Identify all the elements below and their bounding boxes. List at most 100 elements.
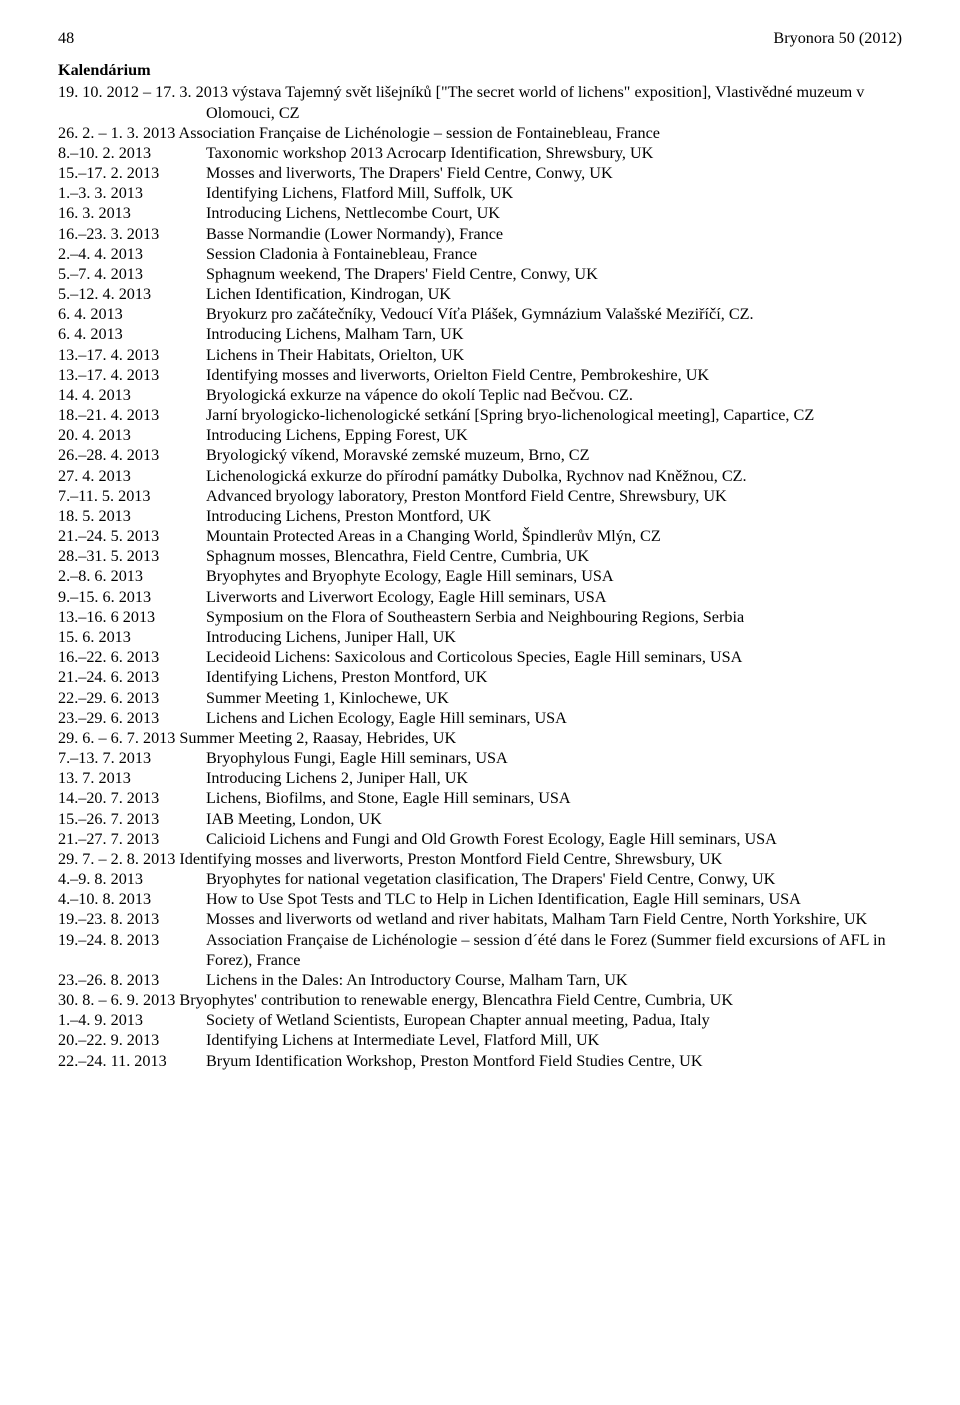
entry-date: 23.–29. 6. 2013 bbox=[58, 708, 206, 728]
entry-date: 13.–16. 6 2013 bbox=[58, 607, 206, 627]
entry-description: Introducing Lichens, Epping Forest, UK bbox=[206, 425, 902, 445]
calendar-entry: 20. 4. 2013Introducing Lichens, Epping F… bbox=[58, 425, 902, 445]
calendar-entry: 30. 8. – 6. 9. 2013 Bryophytes' contribu… bbox=[58, 990, 902, 1010]
entry-description: Identifying Lichens, Flatford Mill, Suff… bbox=[206, 183, 902, 203]
entry-date: 19.–23. 8. 2013 bbox=[58, 909, 206, 929]
entry-date: 27. 4. 2013 bbox=[58, 466, 206, 486]
calendar-entry: 8.–10. 2. 2013Taxonomic workshop 2013 Ac… bbox=[58, 143, 902, 163]
entry-description: Mountain Protected Areas in a Changing W… bbox=[206, 526, 902, 546]
calendar-entry: 19. 10. 2012 – 17. 3. 2013 výstava Tajem… bbox=[58, 82, 902, 122]
calendar-entry: 19.–23. 8. 2013Mosses and liverworts od … bbox=[58, 909, 902, 929]
entry-description: Liverworts and Liverwort Ecology, Eagle … bbox=[206, 587, 902, 607]
calendar-entry: 21.–24. 6. 2013Identifying Lichens, Pres… bbox=[58, 667, 902, 687]
calendar-entry: 7.–11. 5. 2013Advanced bryology laborato… bbox=[58, 486, 902, 506]
calendar-entry: 2.–8. 6. 2013Bryophytes and Bryophyte Ec… bbox=[58, 566, 902, 586]
entry-description: Sphagnum weekend, The Drapers' Field Cen… bbox=[206, 264, 902, 284]
page-header: 48 Bryonora 50 (2012) bbox=[58, 28, 902, 48]
entry-date: 26.–28. 4. 2013 bbox=[58, 445, 206, 465]
entry-date: 21.–27. 7. 2013 bbox=[58, 829, 206, 849]
entry-description: Identifying Lichens at Intermediate Leve… bbox=[206, 1030, 902, 1050]
entry-description: Taxonomic workshop 2013 Acrocarp Identif… bbox=[206, 143, 902, 163]
calendar-entry: 15.–26. 7. 2013IAB Meeting, London, UK bbox=[58, 809, 902, 829]
entry-date: 30. 8. – 6. 9. 2013 bbox=[58, 991, 179, 1009]
entry-description: Bryophytes for national vegetation clasi… bbox=[206, 869, 902, 889]
calendar-entry: 5.–7. 4. 2013Sphagnum weekend, The Drape… bbox=[58, 264, 902, 284]
entry-description: Sphagnum mosses, Blencathra, Field Centr… bbox=[206, 546, 902, 566]
calendar-entry: 27. 4. 2013Lichenologická exkurze do pří… bbox=[58, 466, 902, 486]
calendar-entry: 13.–17. 4. 2013Lichens in Their Habitats… bbox=[58, 345, 902, 365]
calendar-entry: 18.–21. 4. 2013Jarní bryologicko-licheno… bbox=[58, 405, 902, 425]
entry-date: 19.–24. 8. 2013 bbox=[58, 930, 206, 970]
calendar-entry: 22.–29. 6. 2013Summer Meeting 1, Kinloch… bbox=[58, 688, 902, 708]
entry-date: 22.–24. 11. 2013 bbox=[58, 1051, 206, 1071]
entry-date: 2.–4. 4. 2013 bbox=[58, 244, 206, 264]
entry-description: IAB Meeting, London, UK bbox=[206, 809, 902, 829]
entry-date: 22.–29. 6. 2013 bbox=[58, 688, 206, 708]
entry-date: 5.–12. 4. 2013 bbox=[58, 284, 206, 304]
calendar-entry: 14. 4. 2013Bryologická exkurze na vápenc… bbox=[58, 385, 902, 405]
entry-description: Identifying Lichens, Preston Montford, U… bbox=[206, 667, 902, 687]
entry-description: Mosses and liverworts, The Drapers' Fiel… bbox=[206, 163, 902, 183]
entry-description: Introducing Lichens 2, Juniper Hall, UK bbox=[206, 768, 902, 788]
entry-description: Mosses and liverworts od wetland and riv… bbox=[206, 909, 902, 929]
entry-description: výstava Tajemný svět lišejníků ["The sec… bbox=[206, 83, 864, 121]
entry-description: How to Use Spot Tests and TLC to Help in… bbox=[206, 889, 902, 909]
calendar-entry: 29. 6. – 6. 7. 2013 Summer Meeting 2, Ra… bbox=[58, 728, 902, 748]
entry-date: 9.–15. 6. 2013 bbox=[58, 587, 206, 607]
entry-description: Session Cladonia à Fontainebleau, France bbox=[206, 244, 902, 264]
entry-description: Basse Normandie (Lower Normandy), France bbox=[206, 224, 902, 244]
entry-date: 15. 6. 2013 bbox=[58, 627, 206, 647]
entry-description: Lichens in the Dales: An Introductory Co… bbox=[206, 970, 902, 990]
entry-description: Lichens and Lichen Ecology, Eagle Hill s… bbox=[206, 708, 902, 728]
entry-date: 15.–26. 7. 2013 bbox=[58, 809, 206, 829]
entry-date: 26. 2. – 1. 3. 2013 bbox=[58, 124, 179, 142]
calendar-entry: 18. 5. 2013Introducing Lichens, Preston … bbox=[58, 506, 902, 526]
entry-description: Jarní bryologicko-lichenologické setkání… bbox=[206, 405, 902, 425]
entry-description: Advanced bryology laboratory, Preston Mo… bbox=[206, 486, 902, 506]
entry-date: 7.–13. 7. 2013 bbox=[58, 748, 206, 768]
journal-ref: Bryonora 50 (2012) bbox=[773, 28, 902, 48]
entry-description: Bryologický víkend, Moravské zemské muze… bbox=[206, 445, 902, 465]
entry-description: Introducing Lichens, Preston Montford, U… bbox=[206, 506, 902, 526]
calendar-entry: 7.–13. 7. 2013Bryophylous Fungi, Eagle H… bbox=[58, 748, 902, 768]
calendar-entry: 23.–29. 6. 2013Lichens and Lichen Ecolog… bbox=[58, 708, 902, 728]
calendar-entry: 9.–15. 6. 2013Liverworts and Liverwort E… bbox=[58, 587, 902, 607]
entry-date: 18. 5. 2013 bbox=[58, 506, 206, 526]
entry-date: 29. 7. – 2. 8. 2013 bbox=[58, 850, 179, 868]
entry-date: 21.–24. 6. 2013 bbox=[58, 667, 206, 687]
entry-description: Association Française de Lichénologie – … bbox=[206, 930, 902, 970]
entry-description: Calicioid Lichens and Fungi and Old Grow… bbox=[206, 829, 902, 849]
calendar-entry: 13.–16. 6 2013Symposium on the Flora of … bbox=[58, 607, 902, 627]
calendar-entry: 23.–26. 8. 2013Lichens in the Dales: An … bbox=[58, 970, 902, 990]
calendar-entry: 14.–20. 7. 2013Lichens, Biofilms, and St… bbox=[58, 788, 902, 808]
entry-description: Bryophytes' contribution to renewable en… bbox=[179, 991, 733, 1009]
section-title: Kalendárium bbox=[58, 60, 902, 80]
entry-description: Society of Wetland Scientists, European … bbox=[206, 1010, 902, 1030]
calendar-entry: 2.–4. 4. 2013Session Cladonia à Fontaine… bbox=[58, 244, 902, 264]
entry-date: 8.–10. 2. 2013 bbox=[58, 143, 206, 163]
entry-date: 20.–22. 9. 2013 bbox=[58, 1030, 206, 1050]
entry-date: 29. 6. – 6. 7. 2013 bbox=[58, 729, 179, 747]
entry-date: 16.–23. 3. 2013 bbox=[58, 224, 206, 244]
entry-date: 13.–17. 4. 2013 bbox=[58, 365, 206, 385]
entry-date: 13. 7. 2013 bbox=[58, 768, 206, 788]
calendar-entry: 15. 6. 2013Introducing Lichens, Juniper … bbox=[58, 627, 902, 647]
entry-description: Identifying mosses and liverworts, Oriel… bbox=[206, 365, 902, 385]
entry-date: 7.–11. 5. 2013 bbox=[58, 486, 206, 506]
calendar-entry: 15.–17. 2. 2013Mosses and liverworts, Th… bbox=[58, 163, 902, 183]
calendar-entry: 20.–22. 9. 2013Identifying Lichens at In… bbox=[58, 1030, 902, 1050]
entry-date: 19. 10. 2012 – 17. 3. 2013 bbox=[58, 83, 232, 101]
entry-description: Lichens in Their Habitats, Orielton, UK bbox=[206, 345, 902, 365]
entry-date: 14.–20. 7. 2013 bbox=[58, 788, 206, 808]
entry-date: 1.–4. 9. 2013 bbox=[58, 1010, 206, 1030]
entry-description: Bryokurz pro začátečníky, Vedoucí Víťa P… bbox=[206, 304, 902, 324]
calendar-entry: 1.–3. 3. 2013Identifying Lichens, Flatfo… bbox=[58, 183, 902, 203]
calendar-entry: 19.–24. 8. 2013Association Française de … bbox=[58, 930, 902, 970]
entry-description: Bryologická exkurze na vápence do okolí … bbox=[206, 385, 902, 405]
calendar-entry: 13.–17. 4. 2013Identifying mosses and li… bbox=[58, 365, 902, 385]
entry-date: 23.–26. 8. 2013 bbox=[58, 970, 206, 990]
calendar-entry: 16. 3. 2013Introducing Lichens, Nettleco… bbox=[58, 203, 902, 223]
entry-date: 13.–17. 4. 2013 bbox=[58, 345, 206, 365]
entry-date: 5.–7. 4. 2013 bbox=[58, 264, 206, 284]
entry-description: Bryophytes and Bryophyte Ecology, Eagle … bbox=[206, 566, 902, 586]
